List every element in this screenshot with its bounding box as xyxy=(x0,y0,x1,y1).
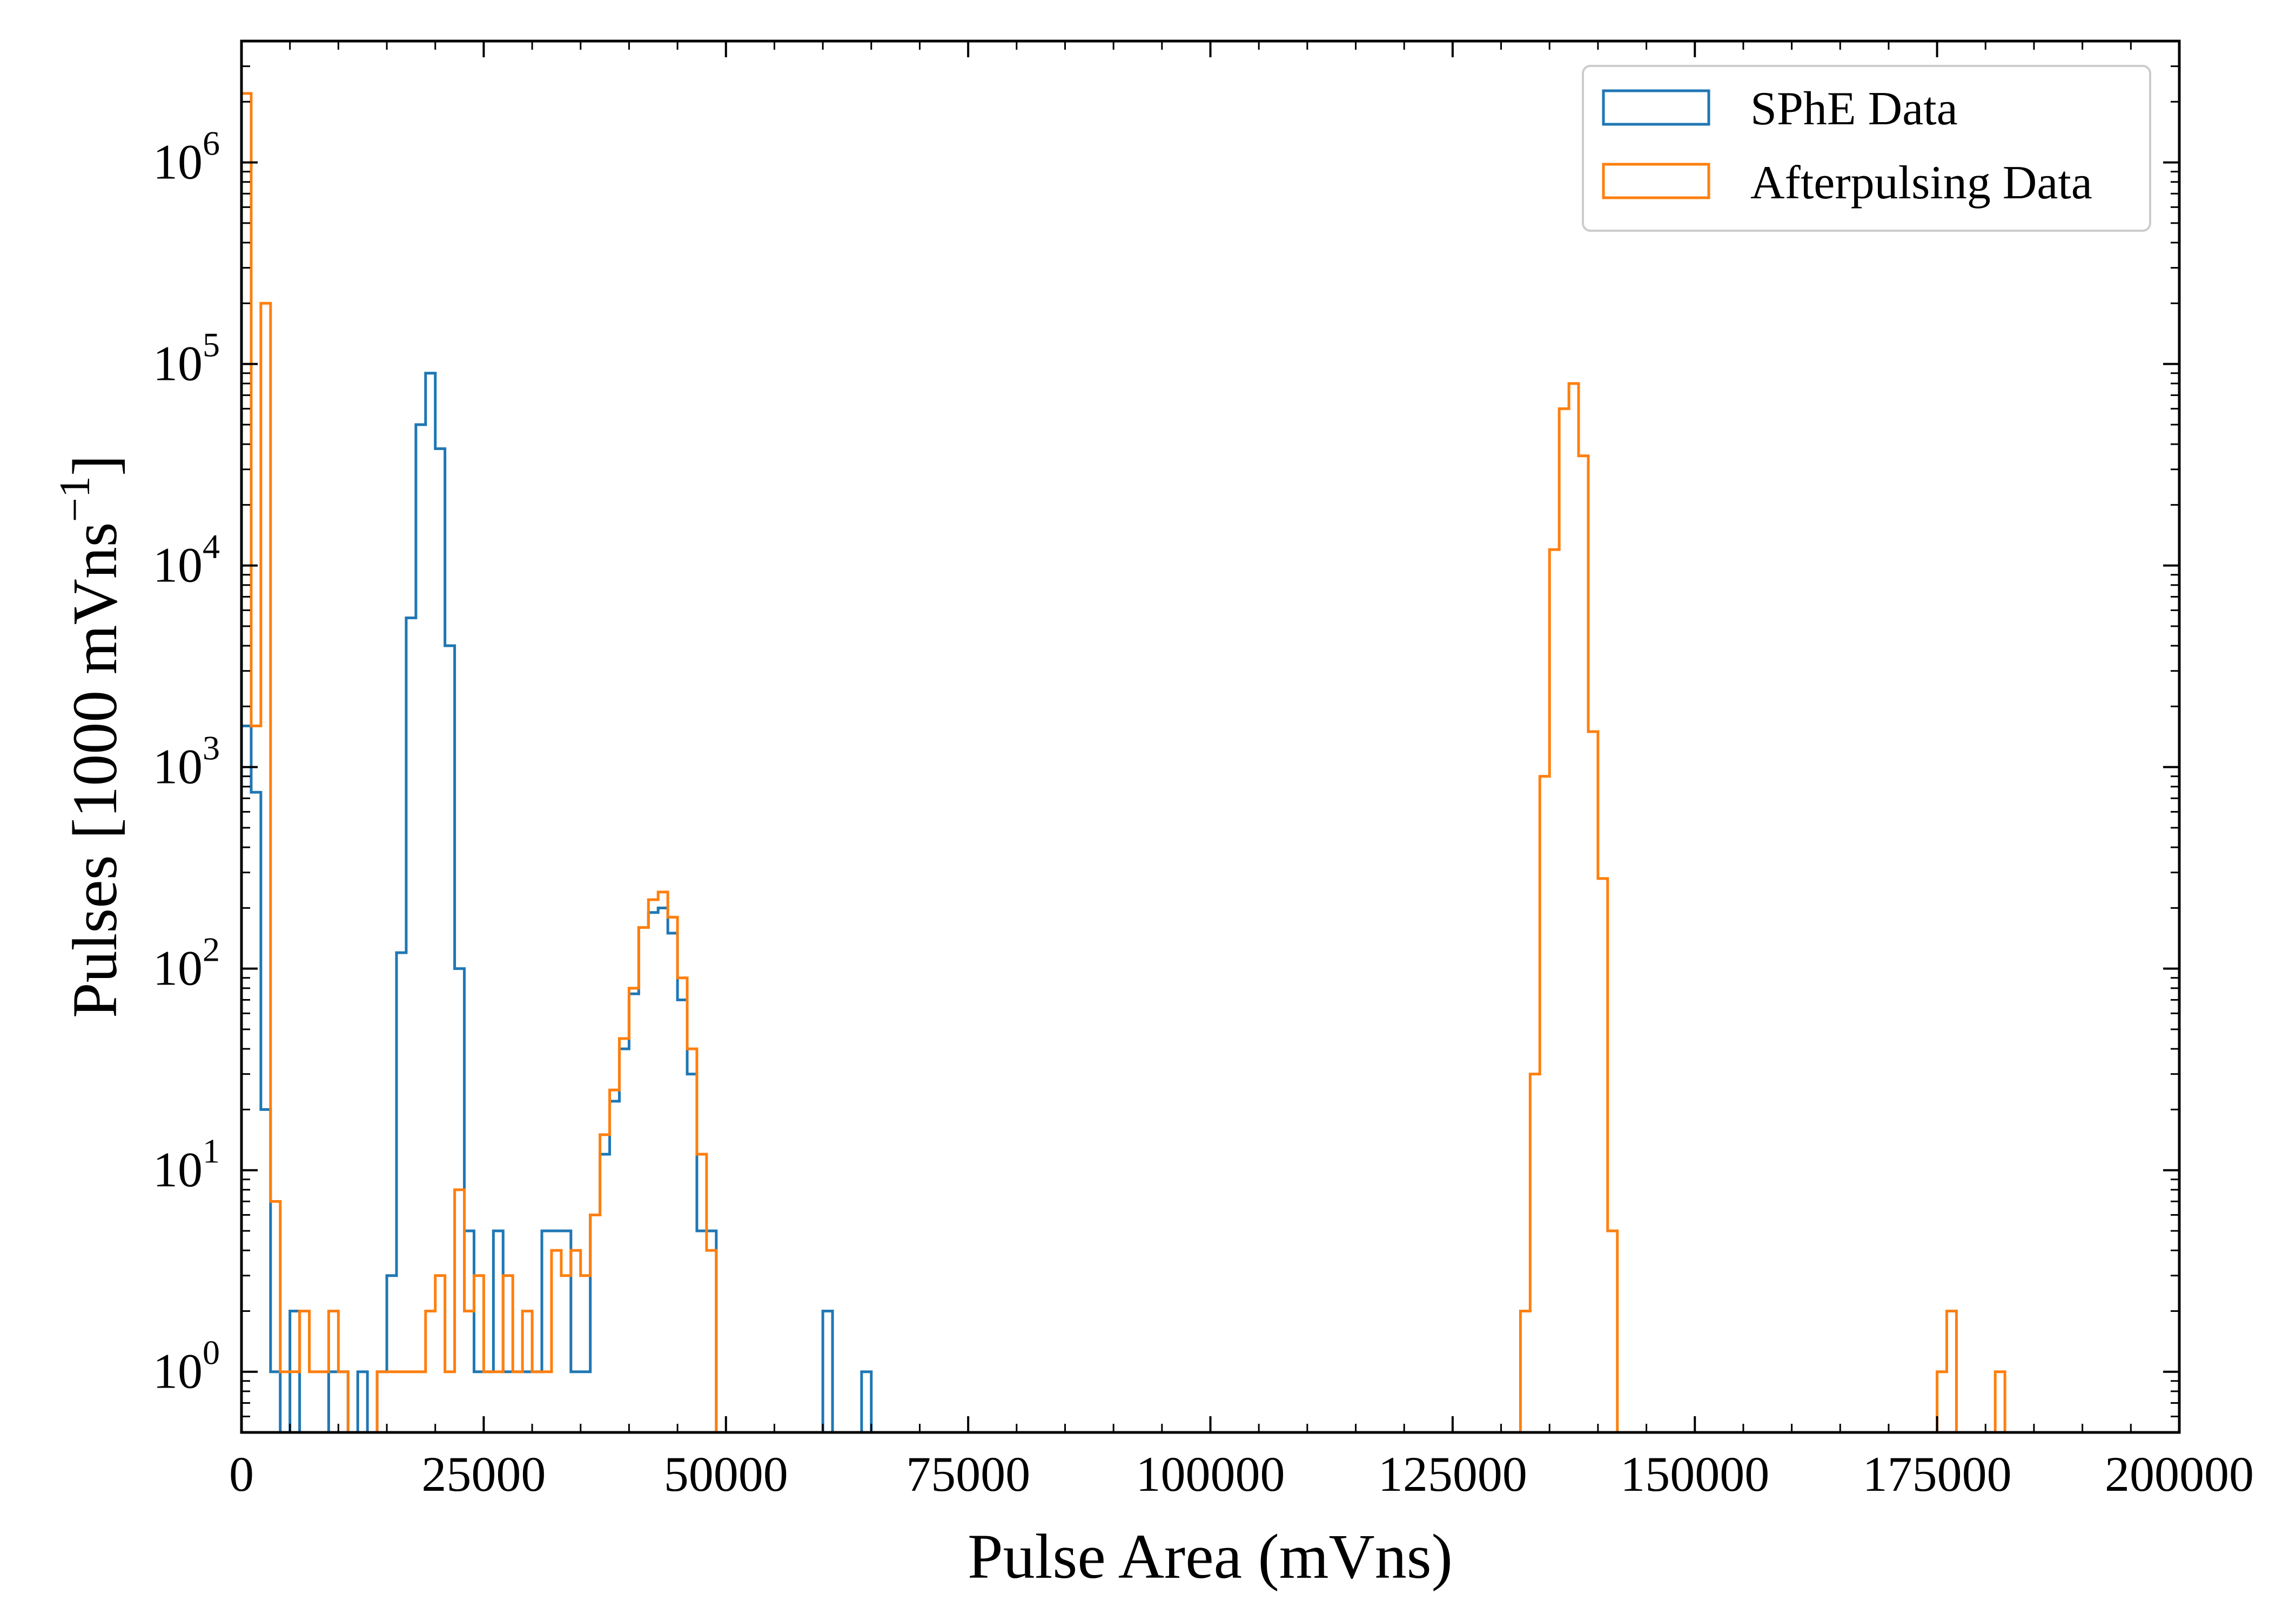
y-tick-base: 10 xyxy=(153,1344,203,1399)
y-tick-exponent: 2 xyxy=(203,930,220,969)
y-tick-label: 103 xyxy=(153,729,220,794)
legend-swatch-sphe xyxy=(1602,89,1710,126)
x-tick-label: 175000 xyxy=(1863,1446,2012,1502)
y-tick-label: 106 xyxy=(153,124,220,190)
y-tick-base: 10 xyxy=(153,336,203,391)
y-tick-label: 104 xyxy=(153,527,220,593)
x-tick-label: 100000 xyxy=(1136,1446,1285,1502)
y-axis-title-close: ] xyxy=(59,455,130,476)
x-tick-label: 200000 xyxy=(2105,1446,2254,1502)
y-tick-exponent: 5 xyxy=(203,326,220,364)
legend-box xyxy=(1582,65,2151,232)
x-tick-label: 75000 xyxy=(906,1446,1030,1502)
x-tick-label: 25000 xyxy=(421,1446,546,1502)
y-tick-exponent: 3 xyxy=(203,729,220,767)
y-tick-exponent: 1 xyxy=(203,1132,220,1170)
legend-label-sphe: SPhE Data xyxy=(1750,83,1958,135)
x-tick-label: 125000 xyxy=(1378,1446,1527,1502)
y-tick-label: 105 xyxy=(153,326,220,391)
y-tick-exponent: 4 xyxy=(203,527,220,566)
x-tick-label: 0 xyxy=(229,1446,254,1502)
y-tick-base: 10 xyxy=(153,1142,203,1197)
y-tick-label: 100 xyxy=(153,1334,220,1399)
y-tick-base: 10 xyxy=(153,941,203,996)
y-axis-title-main: Pulses [1000 mVns xyxy=(59,522,130,1018)
legend-label-afterpulsing: Afterpulsing Data xyxy=(1750,157,2092,209)
legend-swatch-afterpulsing xyxy=(1602,163,1710,199)
tick-layer xyxy=(240,40,2180,1434)
y-tick-label: 101 xyxy=(153,1132,220,1197)
y-tick-exponent: 0 xyxy=(203,1334,220,1372)
y-tick-exponent: 6 xyxy=(203,124,220,163)
plot-frame xyxy=(240,39,2181,1434)
y-tick-base: 10 xyxy=(153,739,203,794)
y-axis-title-superscript: −1 xyxy=(51,476,99,522)
y-tick-label: 102 xyxy=(153,930,220,996)
x-axis-title: Pulse Area (mVns) xyxy=(968,1521,1453,1592)
x-tick-label: 150000 xyxy=(1620,1446,1769,1502)
y-tick-base: 10 xyxy=(153,135,203,190)
y-tick-base: 10 xyxy=(153,538,203,593)
legend: SPhE Data Afterpulsing Data xyxy=(1582,65,2151,232)
x-tick-labels: 0 25000 50000 75000 100000 125000 150000 175000… xyxy=(229,1446,2254,1502)
x-tick-label: 50000 xyxy=(664,1446,788,1502)
y-axis-title: Pulses [1000 mVns−1] xyxy=(51,455,130,1018)
